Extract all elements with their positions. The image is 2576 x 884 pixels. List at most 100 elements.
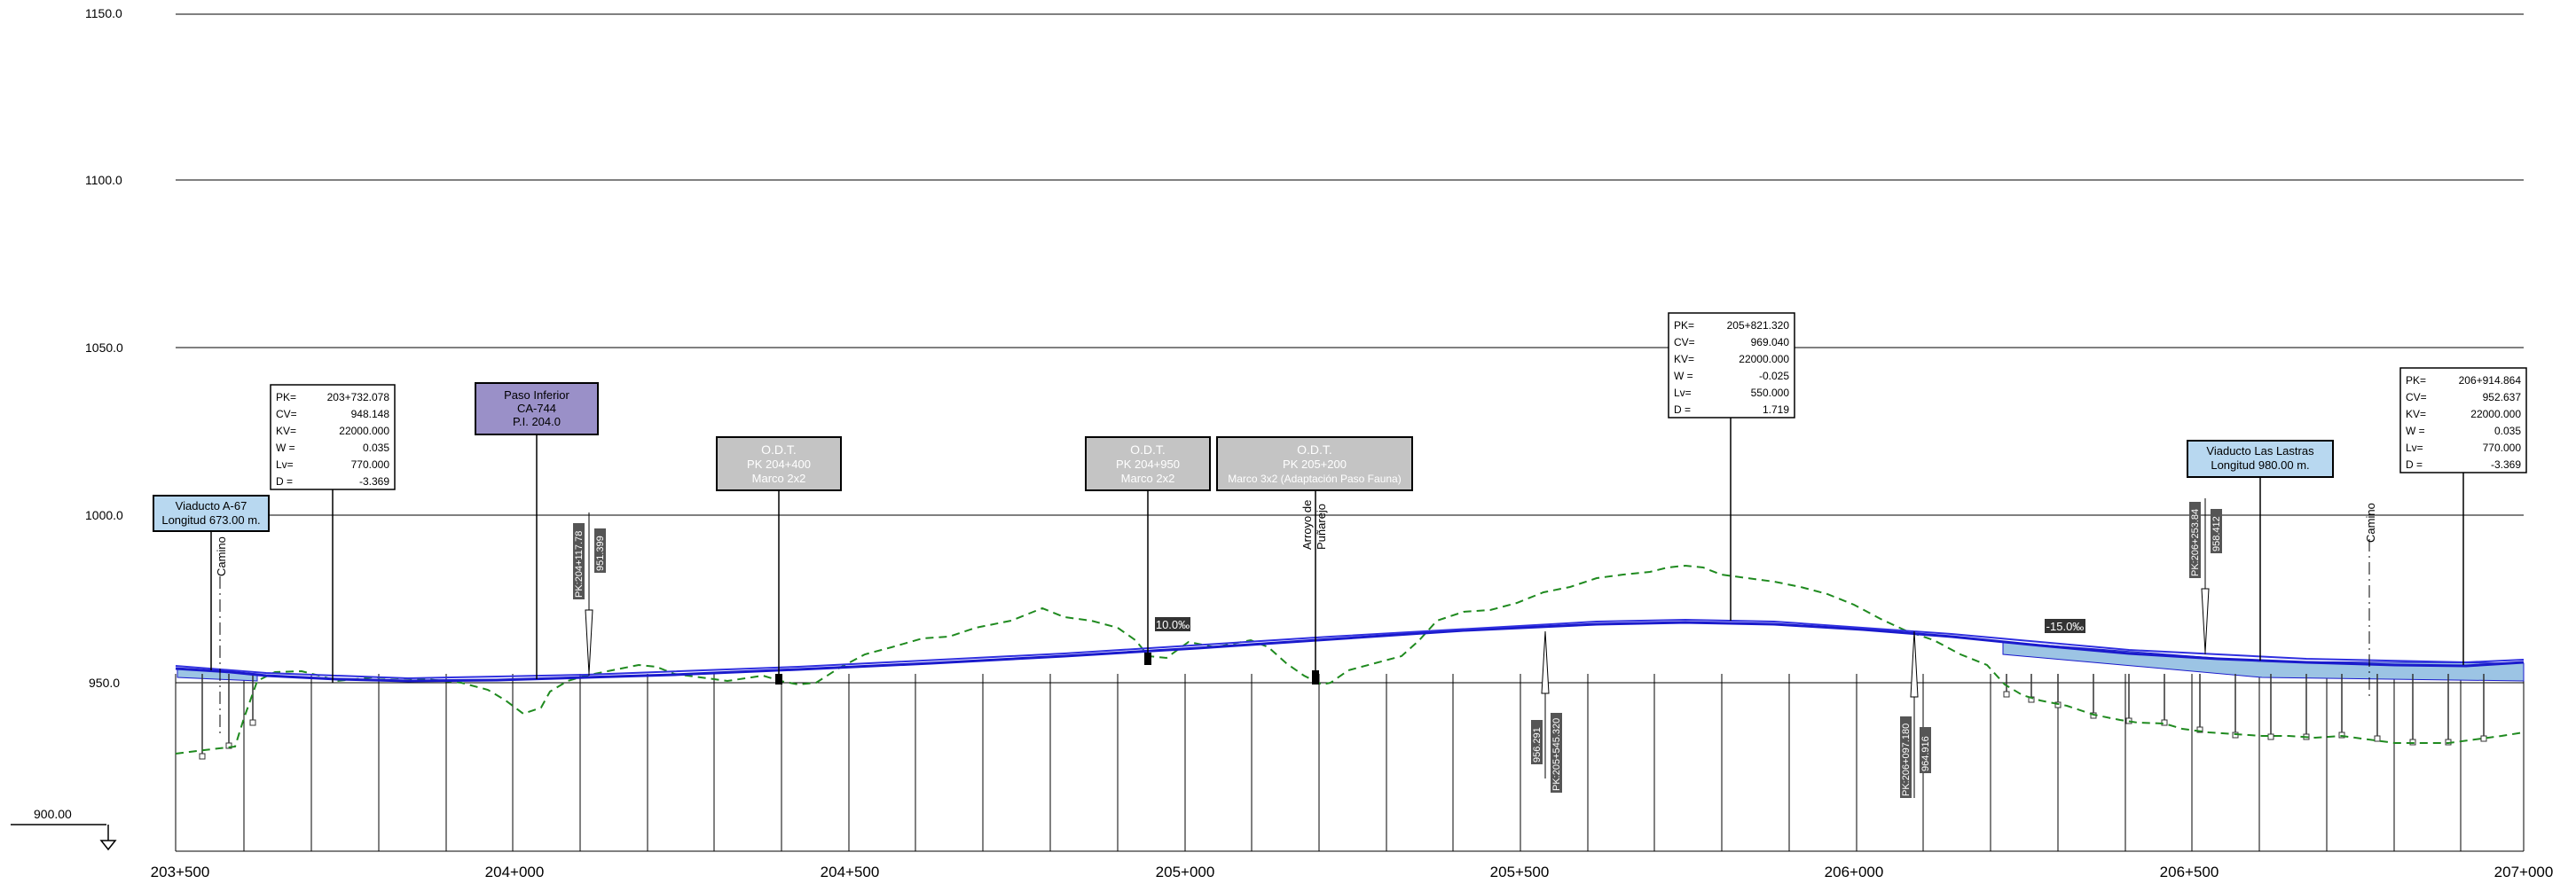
curve-3-lv-value: 770.000 [2483, 442, 2522, 454]
grade-labels: 10.0‰ -15.0‰ [1155, 617, 2085, 633]
vertical-curve-table-2: PK= 205+821.320 CV= 969.040 KV= 22000.000 W = -… [1668, 312, 1795, 621]
structure-box-odt-204400-line-1: O.D.T. [761, 442, 797, 457]
chainage-label-205500: 205+500 [1490, 864, 1550, 880]
elevation-label-1150: 1150.0 [85, 6, 122, 20]
structure-box-odt-205200-line-2: PK 205+200 [1283, 458, 1347, 471]
curve-2-kv-value: 22000.000 [1739, 353, 1789, 365]
curve-2-d-value: 1.719 [1763, 403, 1789, 416]
chainage-label-205000: 205+000 [1156, 864, 1215, 880]
marker-4-label-b: 958.412 [2211, 516, 2222, 552]
grade-label-box-2 [2045, 619, 2085, 633]
curve-3-w-label: W = [2406, 425, 2425, 437]
terrain-line [175, 564, 2525, 755]
structure-box-odt-205200: O.D.T. PK 205+200 Marco 3x2 (Adaptación … [1216, 436, 1413, 491]
structure-box-odt-204950-rect [1085, 436, 1211, 491]
structure-box-viaducto-las-lastras-line-1: Viaducto Las Lastras [2206, 444, 2314, 458]
vertical-curve-tables: PK= 203+732.078 CV= 948.148 KV= 22000.000 W = 0… [270, 312, 2527, 683]
curve-1-cv-value: 948.148 [351, 408, 390, 420]
marker-3-box-b [1920, 727, 1931, 773]
chainage-label-203500: 203+500 [151, 864, 210, 880]
structure-box-viaducto-las-lastras-rect [2187, 440, 2334, 478]
curve-table-frame-2 [1668, 312, 1795, 419]
pier-foot-17 [2480, 735, 2487, 742]
grade-line-upper [175, 618, 2525, 680]
chainage-label-206500: 206+500 [2160, 864, 2219, 880]
marker-3-box-a [1900, 716, 1912, 798]
curve-1-pk-label: PK= [276, 391, 296, 403]
viaducts [177, 641, 2525, 760]
marker-3-arrow-icon [1910, 630, 1919, 698]
terrain-profile [175, 564, 2525, 755]
structure-box-viaducto-a67-line-2: Longitud 673.00 m. [161, 513, 260, 527]
curve-2-d-label: D = [1674, 403, 1691, 416]
structure-box-viaducto-las-lastras-line-2: Longitud 980.00 m. [2211, 458, 2309, 472]
structure-box-viaducto-a67-line-1: Viaducto A-67 [176, 499, 247, 512]
curve-3-pk-label: PK= [2406, 374, 2426, 387]
elevation-label-1000: 1000.0 [85, 508, 123, 522]
curve-1-lv-value: 770.000 [351, 458, 390, 471]
marker-4-box-b [2211, 509, 2222, 553]
crossing-labels: Camino Arroyo de Puñarejo Camino [215, 500, 2377, 736]
marker-1-box-b [594, 528, 606, 573]
marker-2-arrow-icon [1541, 630, 1550, 694]
pier-foot-0 [199, 753, 206, 760]
odt-3-foot [1312, 670, 1319, 685]
structure-box-paso-inferior-line-1: Paso Inferior [504, 388, 569, 402]
structure-box-odt-204950-line-2: PK 204+950 [1116, 458, 1180, 471]
structure-labels: Viaducto A-67 Longitud 673.00 m. Paso In… [153, 382, 2334, 685]
arroyo-label-1: Arroyo de [1300, 500, 1314, 550]
structure-box-odt-204400-line-2: PK 204+400 [747, 458, 811, 471]
arroyo-label-2: Puñarejo [1315, 504, 1328, 550]
elevation-label-1050: 1050.0 [85, 340, 123, 355]
odt-2-foot [1144, 653, 1151, 665]
pier-foot-1 [225, 742, 232, 749]
curve-1-w-value: 0.035 [363, 442, 389, 454]
marker-1-label-a: PK:204+117.78 [574, 531, 585, 598]
chainage-label-204500: 204+500 [821, 864, 880, 880]
structure-box-odt-204400: O.D.T. PK 204+400 Marco 2x2 [716, 436, 842, 491]
pier-foot-9 [2196, 726, 2203, 733]
curve-3-d-value: -3.369 [2491, 458, 2521, 471]
structure-box-paso-inferior-line-3: P.I. 204.0 [513, 415, 561, 428]
marker-1-box-a [573, 523, 585, 599]
elevation-label-950: 950.0 [89, 676, 120, 690]
structure-box-odt-205200-line-3: Marco 3x2 (Adaptación Paso Fauna) [1228, 473, 1401, 485]
marker-4-box-a [2189, 502, 2201, 578]
marker-2-box-b [1551, 713, 1562, 793]
pk-markers: PK:204+117.78 951.399 956.291 PK:205+545… [573, 498, 2222, 798]
curve-2-cv-value: 969.040 [1751, 336, 1790, 348]
camino-2-label: Camino [2364, 503, 2377, 543]
marker-1-arrow-icon [585, 609, 593, 675]
datum-marker: 900.00 [11, 807, 117, 851]
curve-3-cv-value: 952.637 [2483, 391, 2522, 403]
curve-2-cv-label: CV= [1674, 336, 1695, 348]
structure-box-viaducto-a67: Viaducto A-67 Longitud 673.00 m. [153, 495, 270, 532]
curve-1-kv-label: KV= [276, 425, 296, 437]
curve-1-lv-label: Lv= [276, 458, 294, 471]
curve-3-kv-value: 22000.000 [2470, 408, 2521, 420]
grade-label-1: 10.0‰ [1156, 618, 1190, 631]
curve-3-pk-value: 206+914.864 [2459, 374, 2522, 387]
curve-1-kv-value: 22000.000 [339, 425, 389, 437]
curve-2-w-label: W = [1674, 370, 1693, 382]
grade-line-lower [175, 621, 2525, 683]
curve-table-frame-3 [2399, 367, 2527, 473]
marker-4-label-a: PK:206+253.84 [2190, 509, 2201, 576]
pier-foot-2 [249, 719, 256, 726]
structure-box-odt-204400-rect [716, 436, 842, 491]
marker-1-label-b: 951.399 [595, 536, 606, 571]
curve-3-lv-label: Lv= [2406, 442, 2423, 454]
curve-1-d-value: -3.369 [359, 475, 389, 488]
marker-4-arrow-icon [2201, 588, 2210, 653]
structure-box-paso-inferior: Paso Inferior CA-744 P.I. 204.0 [475, 382, 599, 435]
structure-box-viaducto-a67-rect [153, 495, 270, 532]
marker-2-label-b: PK:205+545.320 [1551, 718, 1562, 791]
structure-box-odt-204400-line-3: Marco 2x2 [752, 472, 806, 485]
pier-foot-14 [2374, 735, 2381, 742]
curve-table-frame-1 [270, 384, 396, 490]
curve-1-d-label: D = [276, 475, 293, 488]
odt-1-foot [775, 674, 782, 685]
grade-label-2: -15.0‰ [2046, 620, 2085, 633]
curve-2-lv-label: Lv= [1674, 387, 1692, 399]
structure-box-odt-204950-line-1: O.D.T. [1130, 442, 1166, 457]
